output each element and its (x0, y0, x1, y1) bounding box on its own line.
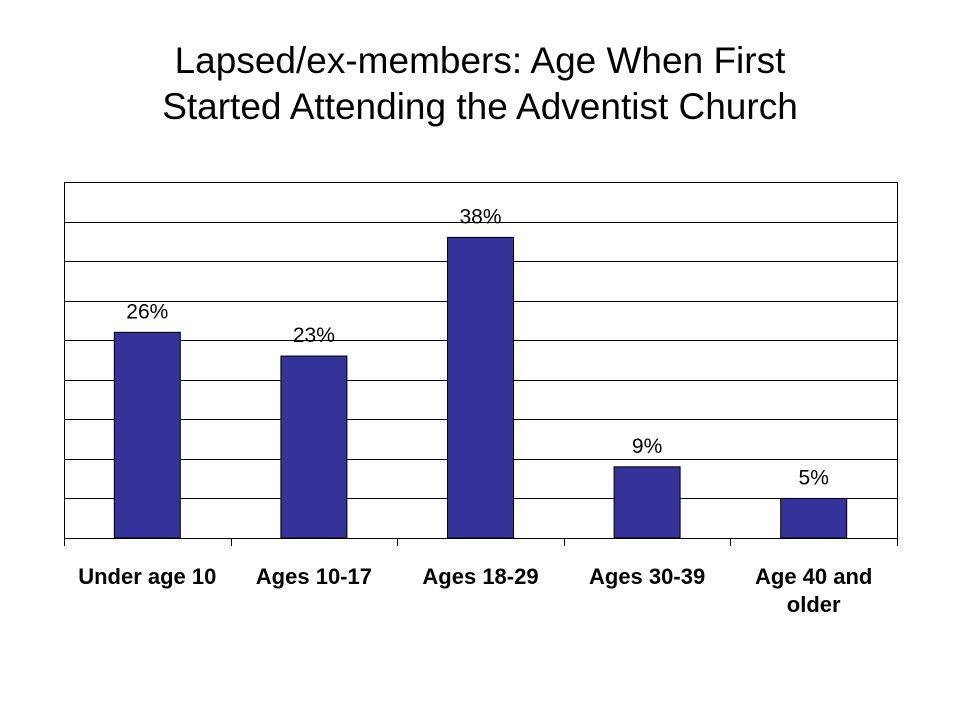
data-label: 26% (126, 300, 168, 323)
category-label: Ages 30-39 (589, 564, 705, 589)
bar (613, 466, 681, 539)
chart-title-line-2: Started Attending the Adventist Church (162, 86, 798, 127)
bar (113, 331, 181, 539)
category-label: Under age 10 (78, 564, 216, 589)
data-label: 23% (293, 324, 335, 347)
chart-title-line-1: Lapsed/ex-members: Age When First (174, 40, 786, 81)
chart-title: Lapsed/ex-members: Age When First Starte… (0, 38, 960, 130)
bar (780, 497, 848, 539)
category-label: Ages 18-29 (422, 564, 538, 589)
category-label: older (787, 592, 841, 617)
category-label: Age 40 and (755, 564, 872, 589)
data-label: 5% (799, 466, 829, 489)
data-label: 38% (459, 205, 501, 228)
bar (447, 236, 514, 539)
category-label: Ages 10-17 (256, 564, 372, 589)
bar (280, 355, 348, 539)
data-label: 9% (632, 435, 662, 458)
